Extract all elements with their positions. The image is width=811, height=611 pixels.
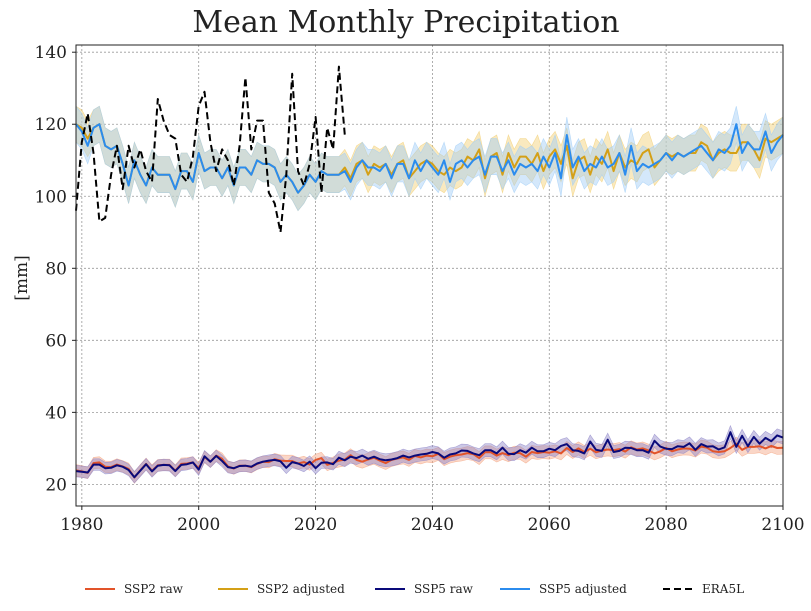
chart-title: Mean Monthly Precipitation — [192, 5, 619, 40]
lines-layer — [75, 65, 784, 479]
x-tick-label: 2080 — [645, 515, 688, 535]
y-tick-label: 60 — [45, 331, 67, 351]
grid-layer — [76, 45, 784, 506]
y-axis-label: [mm] — [12, 255, 32, 301]
x-tick-label: 2100 — [761, 515, 804, 535]
x-tick-label: 2020 — [294, 515, 337, 535]
y-tick-labels: 20 40 60 80 100 120 140 — [35, 43, 76, 495]
x-tick-label: 2060 — [528, 515, 571, 535]
y-tick-label: 100 — [35, 187, 67, 207]
x-tick-label: 2000 — [177, 515, 220, 535]
series-line-ssp5-adjusted — [75, 123, 784, 194]
x-tick-label: 2040 — [411, 515, 454, 535]
series-line-ssp5-raw — [75, 431, 784, 479]
y-tick-label: 120 — [35, 115, 67, 135]
plot-frame — [75, 44, 784, 507]
y-tick-label: 40 — [45, 403, 67, 423]
y-tick-label: 20 — [45, 475, 67, 495]
legend-label-ssp5-raw: SSP5 raw — [414, 582, 474, 596]
legend-label-era5l: ERA5L — [702, 582, 744, 596]
legend-label-ssp2-adjusted: SSP2 adjusted — [257, 582, 345, 596]
legend-label-ssp5-adjusted: SSP5 adjusted — [539, 582, 627, 596]
bands-layer — [75, 105, 784, 484]
x-tick-labels: 1980 2000 2020 2040 2060 2080 2100 — [60, 506, 805, 535]
y-tick-label: 140 — [35, 43, 67, 63]
band-ssp5-adjusted — [75, 105, 784, 212]
x-tick-label: 1980 — [60, 515, 103, 535]
legend-label-ssp2-raw: SSP2 raw — [124, 582, 184, 596]
legend: SSP2 raw SSP2 adjusted SSP5 raw SSP5 adjust… — [85, 582, 744, 596]
y-tick-label: 80 — [45, 259, 67, 279]
